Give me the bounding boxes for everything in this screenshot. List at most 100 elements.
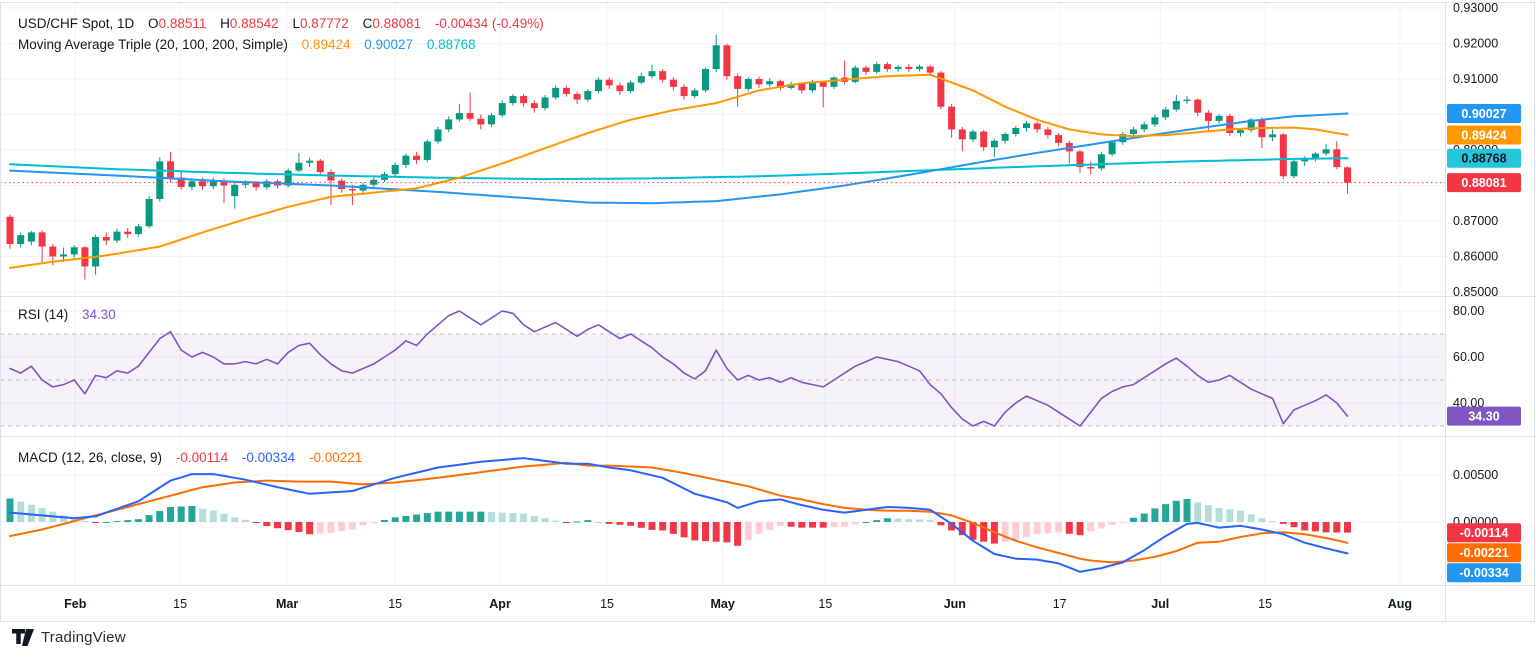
candle-body bbox=[1269, 134, 1277, 138]
candle-body bbox=[391, 164, 399, 175]
macd-hist-bar bbox=[648, 522, 656, 530]
candle-body bbox=[1204, 112, 1212, 121]
candle-body bbox=[145, 198, 153, 227]
axis-badge: -0.00221 bbox=[1447, 543, 1521, 563]
rsi-legend: RSI (14) 34.30 bbox=[18, 304, 116, 325]
candle-body bbox=[520, 96, 528, 104]
time-axis-label: 15 bbox=[388, 597, 402, 611]
candle-body bbox=[1311, 153, 1319, 159]
macd-hist-bar bbox=[894, 518, 902, 522]
candle-body bbox=[1162, 109, 1170, 118]
candle-body bbox=[969, 131, 977, 140]
moving-averages bbox=[9, 73, 1349, 269]
macd-hist-bar bbox=[926, 520, 934, 522]
macd-hist-bar bbox=[466, 511, 474, 522]
macd-hist-bar bbox=[873, 520, 881, 522]
price-pane[interactable] bbox=[0, 34, 1445, 280]
macd-hist-bar bbox=[520, 513, 528, 522]
candle-body bbox=[1279, 134, 1287, 177]
macd-hist-bar bbox=[1033, 522, 1041, 535]
ma100-line bbox=[9, 112, 1349, 205]
macd-hist-bar bbox=[327, 522, 335, 533]
candle-body bbox=[627, 82, 635, 92]
macd-hist-bar bbox=[573, 521, 581, 523]
macd-hist-bar bbox=[1194, 502, 1202, 522]
macd-hist-bar bbox=[734, 522, 742, 546]
macd-pane[interactable] bbox=[6, 457, 1352, 573]
candle-body bbox=[49, 246, 57, 257]
macd-hist-bar bbox=[627, 522, 635, 526]
macd-hist-bar bbox=[1119, 522, 1127, 523]
candle-body bbox=[252, 183, 260, 188]
macd-hist-bar bbox=[1215, 507, 1223, 522]
macd-hist-bar bbox=[1172, 500, 1180, 522]
macd-hist-bar bbox=[841, 522, 849, 527]
candle-body bbox=[937, 72, 945, 107]
candle-body bbox=[455, 113, 463, 120]
axis-label: 0.00500 bbox=[1453, 468, 1498, 482]
candle-body bbox=[809, 81, 816, 91]
tradingview-logo-icon bbox=[12, 629, 34, 646]
macd-hist-bar bbox=[1183, 498, 1191, 522]
change-value: -0.00434 (-0.49%) bbox=[434, 16, 544, 31]
macd-hist-bar bbox=[916, 519, 923, 522]
candle-body bbox=[38, 232, 46, 247]
tradingview-link[interactable]: TradingView bbox=[12, 629, 126, 646]
macd-hist-bar bbox=[659, 522, 667, 531]
macd-hist-bar bbox=[809, 522, 816, 528]
macd-hist-bar bbox=[274, 522, 281, 529]
macd-hist-bar bbox=[616, 522, 624, 525]
macd-hist-bar bbox=[691, 522, 699, 541]
candle-body bbox=[1097, 154, 1105, 169]
macd-hist-bar bbox=[1140, 513, 1148, 522]
candle-body bbox=[819, 81, 827, 87]
candle-body bbox=[552, 87, 560, 98]
macd-hist-bar bbox=[958, 522, 966, 536]
low-value: 0.87772 bbox=[299, 16, 349, 31]
macd-hist-bar bbox=[381, 519, 388, 522]
macd-hist-bar bbox=[1055, 522, 1063, 533]
macd-hist-bar bbox=[562, 522, 570, 523]
candle-body bbox=[488, 115, 495, 125]
axis-label: 0.93000 bbox=[1453, 1, 1498, 15]
macd-hist-bar bbox=[423, 513, 431, 522]
time-axis[interactable]: Feb 15 Mar 15 Apr 15 May 15 Jun 17 Jul 15 Aug bbox=[64, 597, 1412, 611]
candle-body bbox=[1151, 117, 1159, 125]
rsi-pane[interactable] bbox=[0, 310, 1445, 427]
candle-body bbox=[6, 216, 14, 245]
macd-hist-bar bbox=[637, 522, 645, 528]
candle-body bbox=[883, 64, 891, 70]
macd-hist-bar bbox=[338, 522, 346, 532]
macd-main-line bbox=[9, 457, 1349, 573]
candle-body bbox=[1012, 127, 1020, 135]
macd-hist-bar bbox=[541, 518, 549, 522]
svg-text:-0.00221: -0.00221 bbox=[1459, 546, 1508, 560]
candle-body bbox=[894, 66, 902, 70]
macd-hist-bar bbox=[584, 520, 592, 522]
macd-hist-bar bbox=[370, 522, 378, 523]
time-axis-label: Apr bbox=[489, 597, 511, 611]
macd-hist-bar bbox=[92, 522, 100, 523]
candle-body bbox=[691, 90, 699, 97]
macd-hist-bar bbox=[723, 522, 731, 543]
macd-hist-bar bbox=[498, 512, 506, 522]
candle-body bbox=[595, 79, 602, 92]
candle-body bbox=[873, 64, 881, 72]
candle-body bbox=[92, 236, 100, 267]
macd-hist-bar bbox=[188, 506, 196, 522]
axis-label: 0.86000 bbox=[1453, 250, 1498, 264]
macd-hist-bar bbox=[1290, 522, 1298, 528]
candle-body bbox=[466, 113, 474, 119]
price-axis[interactable]: 0.930000.920000.910000.900000.890000.880… bbox=[1447, 1, 1521, 583]
candle-body bbox=[712, 45, 720, 70]
macd-hist-bar bbox=[937, 522, 945, 526]
ma20-value: 0.89424 bbox=[301, 37, 351, 52]
macd-hist-bar bbox=[145, 515, 153, 522]
candle-body bbox=[798, 83, 806, 91]
symbol-legend-row: USD/CHF Spot, 1D O0.88511 H0.88542 L0.87… bbox=[18, 13, 544, 34]
macd-hist-bar bbox=[552, 520, 560, 522]
candle-body bbox=[1237, 130, 1244, 133]
candle-body bbox=[584, 91, 592, 100]
